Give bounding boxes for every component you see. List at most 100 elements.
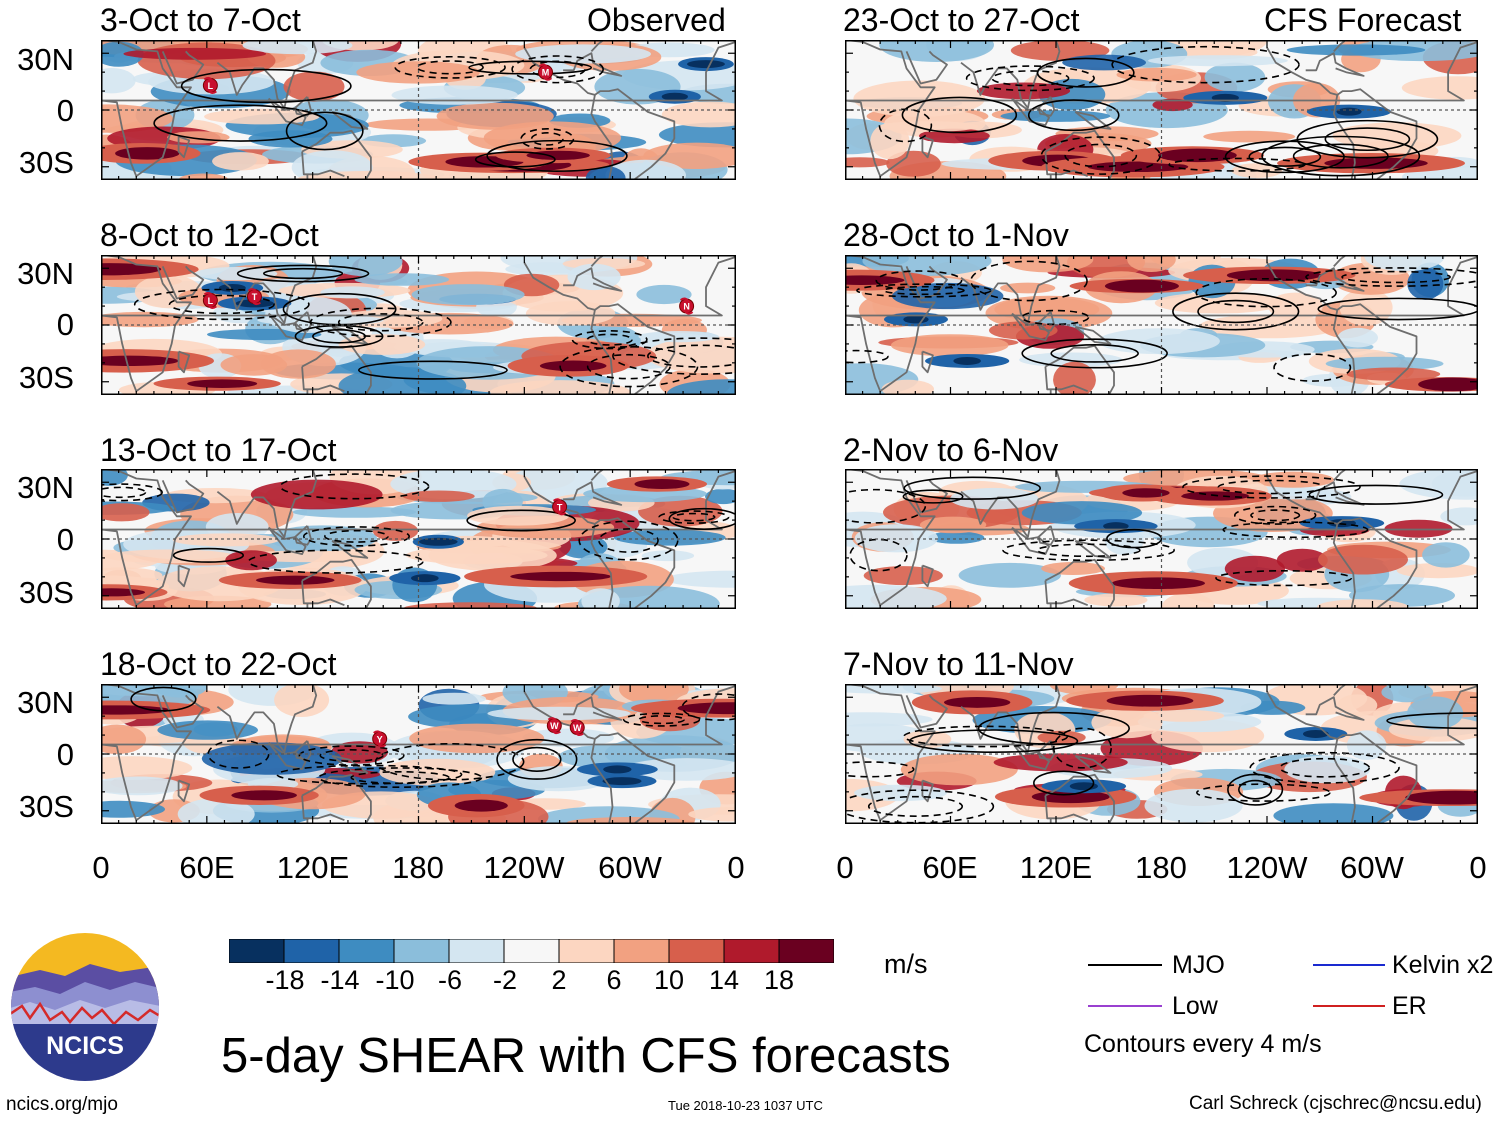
y-tick-label: 30N [17,256,74,291]
y-tick-label: 30S [18,575,74,610]
y-tick-label: 30N [17,470,74,505]
legend-label-mjo: MJO [1172,951,1225,979]
x-tick-label: 0 [1469,850,1487,885]
shear-map [845,469,1478,609]
forecast-label: CFS Forecast [1264,2,1462,38]
x-tick-label: 120W [483,850,565,885]
tropical-cyclone-marker: L [202,76,218,94]
legend-label-er: ER [1392,992,1427,1020]
ncics-logo: NCICS [11,933,159,1081]
x-tick-label: 120E [276,850,350,885]
storm-letter: W [550,721,559,731]
tropical-cyclone-marker: T [246,288,262,306]
colorbar-swatch [448,939,505,963]
colorbar-swatch [503,939,560,963]
colorbar-label: 6 [606,965,622,995]
x-tick-label: 60W [1340,850,1404,885]
colorbar-label: -10 [375,965,415,995]
x-tick-label: 0 [727,850,745,885]
colorbar-label: -14 [320,965,360,995]
timestamp: Tue 2018-10-23 1037 UTC [668,1098,823,1113]
observed-label: Observed [587,2,726,38]
shear-map: Y W W [101,684,736,824]
colorbar-label: -2 [492,965,517,995]
panel-period-title: 18-Oct to 22-Oct [100,646,337,682]
legend-line-low [1088,1005,1162,1007]
shear-map [845,40,1478,180]
legend-line-kelvin [1313,964,1385,966]
x-tick-label: 60E [179,850,235,885]
panel-period-title: 8-Oct to 12-Oct [100,217,319,253]
x-tick-label: 0 [92,850,110,885]
y-tick-label: 0 [56,737,74,772]
colorbar-label: -6 [437,965,462,995]
tropical-cyclone-marker: M [538,63,553,81]
colorbar-label: 18 [763,965,795,995]
x-tick-label: 60E [922,850,978,885]
colorbar-label: 2 [551,965,567,995]
colorbar-swatch [393,939,450,963]
y-tick-label: 30N [17,685,74,720]
x-tick-label: 120E [1019,850,1093,885]
colorbar-swatch [558,939,615,963]
shear-map [845,255,1478,395]
storm-letter: L [208,296,214,306]
legend-line-er [1313,1005,1385,1007]
colorbar-swatches [229,939,834,963]
tropical-cyclone-marker: T [552,498,568,516]
x-tick-label: 0 [836,850,854,885]
source-url: ncics.org/mjo [6,1094,118,1115]
legend-label-kelvin: Kelvin x2 [1392,951,1494,979]
contour-note: Contours every 4 m/s [1084,1030,1322,1058]
tropical-cyclone-marker: W [546,717,562,735]
panel-period-title: 28-Oct to 1-Nov [843,217,1069,253]
shear-map [845,684,1478,824]
shear-map: T [101,469,736,609]
colorbar-swatch [613,939,670,963]
legend-line-mjo [1088,964,1162,966]
colorbar-label: 14 [708,965,740,995]
x-tick-label: 180 [1135,850,1187,885]
panel-period-title: 7-Nov to 11-Nov [843,646,1074,682]
page-title: 5-day SHEAR with CFS forecasts [221,1029,951,1083]
colorbar-swatch [778,939,834,963]
storm-letter: L [208,81,214,91]
x-tick-label: 180 [392,850,444,885]
y-tick-label: 30S [18,360,74,395]
x-tick-label: 60W [598,850,662,885]
storm-letter: T [252,292,258,302]
storm-letter: M [542,68,550,78]
shear-map: L T N [101,255,736,395]
y-tick-label: 30S [18,789,74,824]
colorbar-label: 10 [653,965,685,995]
storm-letter: N [683,302,690,312]
y-tick-label: 30S [18,145,74,180]
colorbar-swatch [283,939,340,963]
tropical-cyclone-marker: Y [372,730,388,748]
colorbar-label: -18 [265,965,305,995]
shear-map: LM [101,40,736,180]
tropical-cyclone-marker: N [679,297,695,315]
legend-label-low: Low [1172,992,1218,1020]
tropical-cyclone-marker: W [569,719,585,737]
storm-letter: Y [377,734,383,744]
y-tick-label: 0 [56,307,74,342]
storm-letter: W [573,723,582,733]
panel-period-title: 2-Nov to 6-Nov [843,432,1059,468]
panel-period-title: 23-Oct to 27-Oct [843,2,1080,38]
y-tick-label: 0 [56,522,74,557]
panel-period-title: 13-Oct to 17-Oct [100,432,337,468]
author-credit: Carl Schreck (cjschrec@ncsu.edu) [1189,1093,1482,1114]
y-tick-label: 0 [56,93,74,128]
colorbar-swatch [723,939,780,963]
panel-period-title: 3-Oct to 7-Oct [100,2,301,38]
y-tick-label: 30N [17,42,74,77]
x-tick-label: 120W [1226,850,1308,885]
colorbar-swatch [668,939,725,963]
colorbar-units: m/s [884,949,928,979]
colorbar-swatch [338,939,395,963]
logo-text: NCICS [46,1032,124,1060]
colorbar-swatch [229,939,285,963]
storm-letter: T [557,502,563,512]
tropical-cyclone-marker: L [202,291,218,309]
